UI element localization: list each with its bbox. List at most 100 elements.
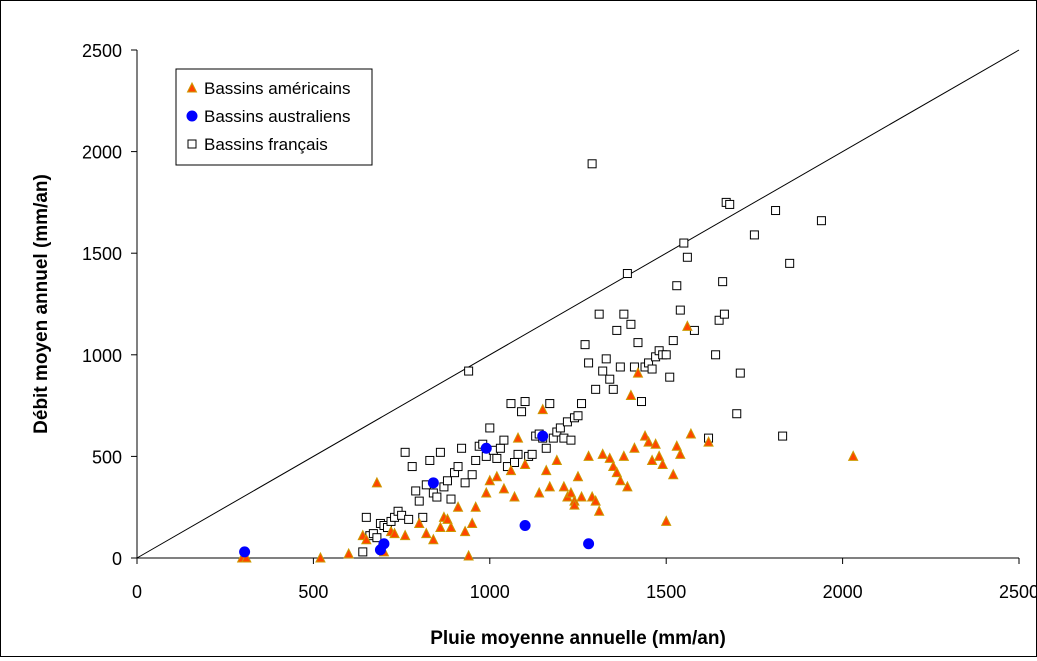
data-point xyxy=(633,338,643,348)
data-point xyxy=(389,527,400,539)
data-point xyxy=(682,252,692,262)
data-point xyxy=(816,216,826,226)
legend-marker-circle xyxy=(186,110,198,122)
data-point xyxy=(315,551,326,563)
data-point xyxy=(378,538,390,550)
data-point xyxy=(343,547,354,559)
data-point xyxy=(361,512,371,522)
x-tick-label: 500 xyxy=(298,582,328,602)
data-point xyxy=(591,384,601,394)
legend-marker-triangle xyxy=(186,81,198,93)
data-point xyxy=(407,462,417,472)
data-point xyxy=(371,476,383,488)
data-point xyxy=(413,517,425,528)
data-point xyxy=(593,505,605,516)
data-point xyxy=(498,482,510,494)
y-tick-label: 1000 xyxy=(82,346,122,366)
data-point xyxy=(714,315,724,325)
data-point xyxy=(555,423,565,433)
data-point xyxy=(537,403,549,415)
data-point xyxy=(587,159,597,169)
data-point xyxy=(519,458,531,470)
legend-item: Bassins français xyxy=(187,135,328,154)
x-tick-label: 2000 xyxy=(823,582,863,602)
data-point xyxy=(597,448,609,459)
data-point xyxy=(711,350,721,360)
data-point xyxy=(544,480,556,492)
data-point xyxy=(414,496,424,506)
data-point xyxy=(425,455,435,465)
data-point xyxy=(418,512,428,522)
y-tick-label: 2500 xyxy=(82,41,122,61)
data-point xyxy=(671,440,683,451)
data-point xyxy=(637,397,647,407)
data-point xyxy=(584,358,594,368)
data-point xyxy=(771,206,781,216)
data-point xyxy=(435,521,446,533)
data-point xyxy=(601,354,611,364)
data-point xyxy=(653,450,665,461)
data-point xyxy=(590,494,601,506)
data-point xyxy=(619,309,629,319)
data-point xyxy=(675,448,686,459)
legend-item: Bassins américains xyxy=(186,79,350,98)
data-point xyxy=(545,399,555,409)
data-point xyxy=(719,309,729,319)
data-point xyxy=(580,340,590,350)
data-point xyxy=(399,529,411,541)
data-point xyxy=(457,443,467,453)
data-point xyxy=(459,525,471,537)
data-point xyxy=(605,374,615,384)
data-point xyxy=(505,464,517,476)
data-point xyxy=(647,364,657,374)
data-point xyxy=(541,443,551,453)
data-point xyxy=(675,305,685,315)
data-point xyxy=(594,309,604,319)
data-point xyxy=(404,514,414,524)
data-point xyxy=(499,435,509,445)
data-point xyxy=(537,430,549,442)
data-point xyxy=(427,477,439,489)
data-point xyxy=(463,549,474,561)
data-point xyxy=(572,470,584,482)
data-point xyxy=(639,429,651,441)
y-tick-label: 1500 xyxy=(82,244,122,264)
data-point xyxy=(672,281,682,291)
y-tick-label: 2000 xyxy=(82,143,122,163)
data-point xyxy=(622,269,632,279)
x-axis-title: Pluie moyenne annuelle (mm/an) xyxy=(430,628,726,649)
y-tick-label: 0 xyxy=(112,549,122,569)
data-point xyxy=(583,450,594,461)
data-point xyxy=(446,494,456,504)
data-point xyxy=(778,431,788,441)
data-point xyxy=(679,238,689,248)
data-point xyxy=(361,533,372,545)
data-point xyxy=(608,384,618,394)
data-point xyxy=(718,277,728,287)
x-tick-label: 1500 xyxy=(646,582,686,602)
data-point xyxy=(428,533,439,545)
data-point xyxy=(491,470,503,482)
data-point xyxy=(527,449,537,459)
data-point xyxy=(685,427,697,439)
data-point xyxy=(512,431,524,443)
data-point xyxy=(520,397,530,407)
data-point xyxy=(566,435,576,445)
data-point xyxy=(239,546,251,558)
data-point xyxy=(372,533,382,543)
y-axis-title: Débit moyen annuel (mm/an) xyxy=(31,174,52,434)
y-tick-label: 500 xyxy=(92,447,122,467)
data-point xyxy=(611,466,623,478)
x-tick-label: 0 xyxy=(132,582,142,602)
data-point xyxy=(452,501,464,512)
data-point xyxy=(517,407,527,417)
data-point xyxy=(565,486,577,498)
data-point xyxy=(442,476,452,486)
data-point xyxy=(519,519,531,531)
data-point xyxy=(509,490,520,502)
x-tick-label: 2500 xyxy=(999,582,1036,602)
data-point xyxy=(632,366,644,378)
data-point xyxy=(612,325,622,335)
data-point xyxy=(241,551,252,563)
